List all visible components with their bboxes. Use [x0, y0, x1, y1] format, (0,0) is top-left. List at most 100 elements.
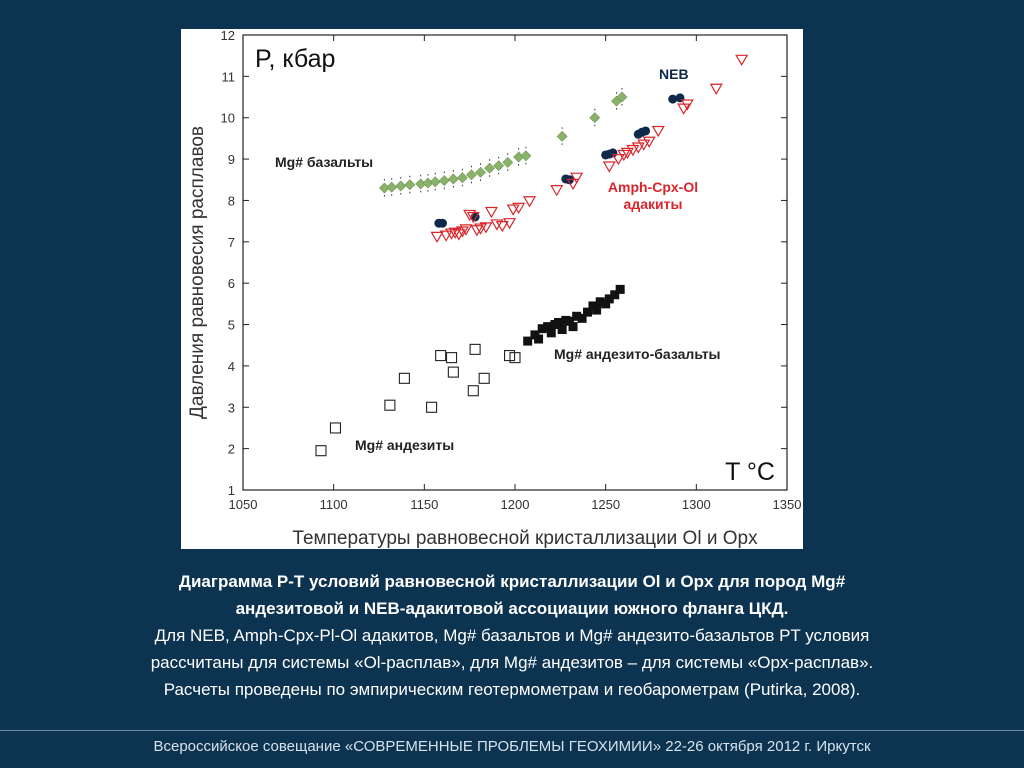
x-tick-label: 1200 — [501, 497, 530, 512]
basalt-point — [520, 150, 532, 162]
y-tick-label: 4 — [228, 359, 235, 374]
andesite-basalt-point — [577, 313, 587, 323]
andesite-point — [447, 366, 459, 378]
annotation-mg-andesites: Mg# андезиты — [355, 437, 454, 453]
andesite-point — [398, 372, 410, 384]
adakite-point — [463, 209, 477, 222]
adakite-point — [680, 99, 694, 111]
caption-title-line-2: андезитовой и NEB-адакитовой ассоциации … — [235, 599, 789, 618]
adakite-point — [735, 54, 749, 67]
x-axis-label: Температуры равновесной кристаллизации O… — [292, 528, 758, 549]
x-tick-label: 1150 — [410, 497, 438, 512]
x-tick-label: 1050 — [229, 497, 258, 512]
neb-point — [608, 148, 618, 158]
andesite-basalt-point — [610, 290, 620, 300]
y-tick-label: 8 — [228, 193, 235, 208]
adakite-point — [620, 147, 634, 160]
andesite-basalt-point — [572, 311, 582, 321]
adakite-point — [631, 142, 645, 154]
andesite-point — [384, 399, 396, 411]
adakite-point — [602, 161, 616, 173]
basalt-point — [493, 160, 505, 172]
neb-point — [437, 218, 447, 228]
adakite-point — [512, 202, 526, 215]
caption-title-line-1: Диаграмма P-T условий равновесной криста… — [178, 572, 846, 591]
adakite-point — [626, 144, 640, 157]
adakite-point — [570, 172, 584, 184]
andesite-basalt-point — [534, 334, 544, 344]
basalt-point — [589, 112, 601, 124]
neb-point — [668, 94, 678, 104]
basalt-point — [502, 156, 514, 168]
pt-scatter-chart: 1050 1100 1150 1200 1250 1300 1350123456789101… — [187, 29, 802, 549]
x-axis-title: T °C — [725, 458, 775, 486]
andesite-point — [435, 350, 447, 362]
adakite-point — [490, 219, 504, 231]
x-tick-label: 1100 — [320, 497, 348, 512]
y-axis-label: Давления равновесия расплавов — [187, 126, 208, 419]
basalt-point — [466, 169, 477, 181]
x-tick-label: 1300 — [682, 497, 711, 512]
andesite-basalt-point — [595, 297, 605, 307]
annotation-mg-andesite-basalts: Mg# андезито-базальты — [554, 346, 721, 362]
adakite-point — [642, 136, 656, 148]
andesite-basalt-point — [592, 305, 602, 315]
adakite-point — [470, 225, 484, 237]
andesite-point — [445, 352, 458, 364]
adakite-point — [522, 196, 537, 208]
adakite-point — [430, 231, 444, 244]
andesite-basalt-point — [554, 317, 564, 327]
andesite-point — [478, 372, 490, 384]
y-tick-label: 2 — [228, 442, 235, 457]
plot-frame — [242, 34, 788, 491]
caption-line-3: Для NEB, Amph-Cpx-Pl-Ol адакитов, Mg# ба… — [154, 626, 870, 645]
adakite-point — [439, 230, 453, 242]
andesite-basalt-point — [583, 307, 593, 317]
basalt-point — [404, 179, 416, 191]
adakite-point — [503, 218, 517, 230]
conference-footer: Всероссийское совещание «СОВРЕМЕННЫЕ ПРО… — [153, 738, 871, 755]
adakite-point — [495, 221, 509, 233]
x-tick-label: 1350 — [773, 497, 802, 512]
andesite-point — [469, 343, 481, 355]
andesite-basalt-point — [557, 325, 567, 335]
y-tick-label: 1 — [228, 483, 235, 498]
adakite-point — [651, 125, 665, 138]
adakite-point — [459, 224, 473, 236]
annotation-neb: NEB — [659, 66, 689, 82]
caption-line-5: Расчеты проведены по эмпирическим геотер… — [163, 680, 861, 699]
andesite-point — [426, 401, 438, 413]
y-tick-label: 6 — [228, 276, 235, 291]
adakite-point — [448, 227, 462, 239]
andesite-basalt-point — [568, 322, 578, 332]
andesite-basalt-point — [601, 299, 611, 309]
basalt-point — [616, 91, 628, 103]
annotation-amph-cpx-ol: Amph-Cpx-Ol — [608, 179, 698, 195]
annotation-mg-basalts: Mg# базальты — [275, 154, 373, 170]
andesite-basalt-point — [543, 322, 553, 332]
adakite-point — [611, 153, 625, 166]
basalt-point — [429, 176, 441, 188]
andesite-basalt-point — [546, 328, 556, 338]
neb-point — [641, 126, 651, 136]
andesite-basalt-point — [523, 336, 533, 346]
x-tick-label: 1250 — [591, 497, 620, 512]
andesite-basalt-point — [537, 324, 547, 334]
caption-line-4: рассчитаны для системы «Ol-расплав», для… — [150, 653, 874, 672]
adakite-point — [444, 228, 459, 240]
y-tick-label: 5 — [228, 318, 235, 333]
basalt-point — [395, 180, 407, 192]
adakite-point — [566, 178, 580, 191]
figure-caption: Диаграмма P-T условий равновесной криста… — [20, 568, 1004, 703]
basalt-point — [484, 162, 496, 174]
adakite-point — [550, 185, 564, 197]
footer-divider — [0, 730, 1024, 731]
chart-panel: 1050 1100 1150 1200 1250 1300 1350 1 2 3 4 5 6 7 8 9 10 1… — [181, 29, 803, 549]
adakite-point — [479, 222, 493, 234]
basalt-point — [475, 166, 486, 178]
y-tick-label: 11 — [222, 69, 236, 84]
y-axis-title: P, кбар — [255, 45, 335, 73]
basalt-point — [556, 130, 568, 142]
basalt-point — [438, 175, 450, 187]
annotation-adakites: адакиты — [624, 196, 683, 212]
